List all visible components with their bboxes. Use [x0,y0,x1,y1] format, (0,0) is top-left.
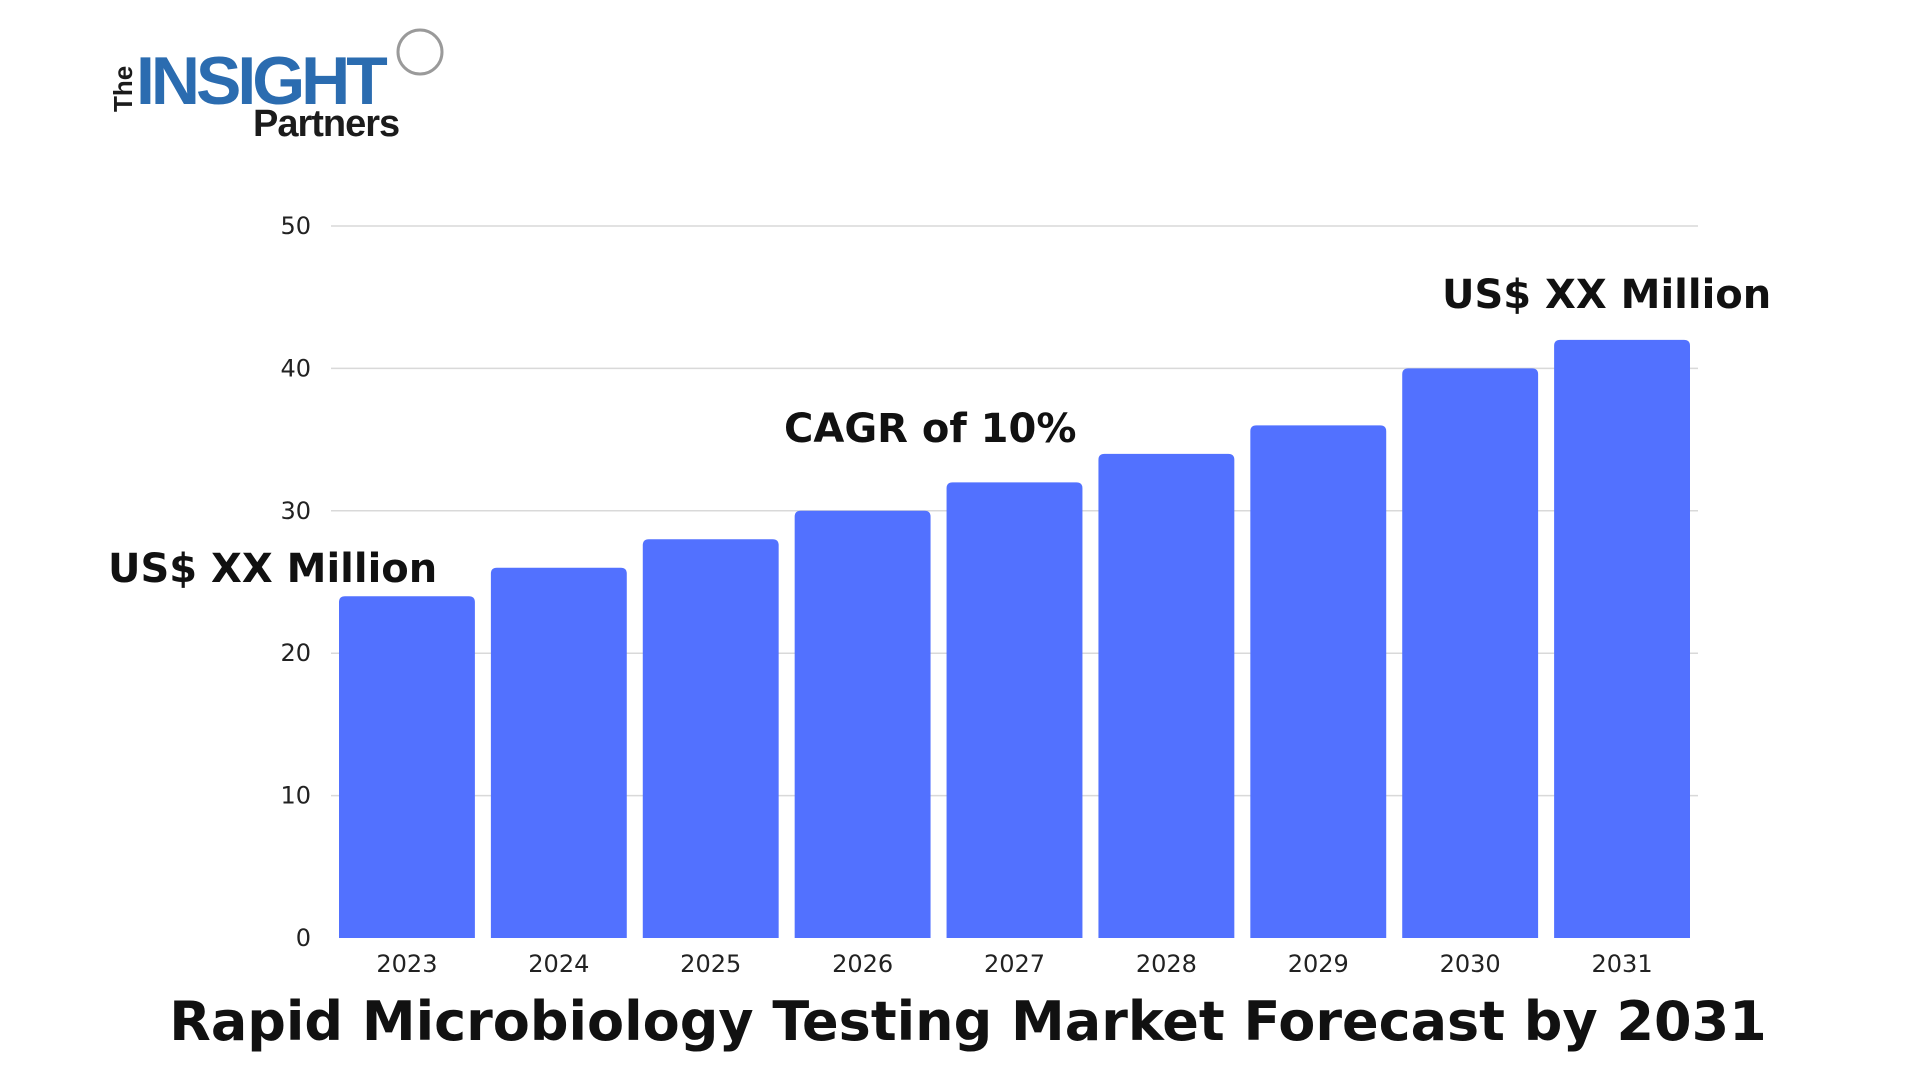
y-tick-label: 40 [280,354,311,382]
x-axis-ticks: 2023 2024 2025 2026 2027 2028 2029 2030 2031 [376,950,1652,978]
x-tick-label: 2025 [680,950,741,978]
start-value-annotation: US$ XX Million [108,546,437,592]
logo-insight-text: INSIGHT [136,43,387,119]
y-tick-label: 30 [280,497,311,525]
x-tick-label: 2031 [1592,950,1653,978]
x-tick-label: 2024 [528,950,589,978]
bar-2028 [1098,453,1235,938]
bar-2025 [642,539,779,938]
y-tick-label: 0 [296,924,311,952]
y-tick-label: 10 [280,782,311,810]
cagr-annotation: CAGR of 10% [784,406,1076,452]
bar-2030 [1402,368,1539,938]
bar-2026 [794,510,931,938]
y-tick-label: 20 [280,639,311,667]
end-value-annotation: US$ XX Million [1442,272,1771,318]
bar-2023 [339,596,475,938]
x-tick-label: 2026 [832,950,893,978]
x-tick-label: 2023 [376,950,437,978]
bar-2024 [490,567,627,938]
bar-2029 [1250,425,1387,938]
x-tick-label: 2028 [1136,950,1197,978]
chart-bars [339,339,1690,938]
insight-partners-logo: The INSIGHT Partners [108,28,444,145]
y-tick-label: 50 [280,212,311,240]
x-tick-label: 2027 [984,950,1045,978]
x-tick-label: 2029 [1288,950,1349,978]
chart-title: Rapid Microbiology Testing Market Foreca… [169,990,1767,1053]
bar-2027 [946,482,1083,938]
logo-the-text: The [108,66,138,112]
x-tick-label: 2030 [1440,950,1501,978]
bar-2031 [1554,339,1690,938]
y-axis-ticks: 0 10 20 30 40 50 [280,212,311,952]
logo-magnifier-icon [396,28,444,76]
logo-partners-text: Partners [253,103,399,145]
